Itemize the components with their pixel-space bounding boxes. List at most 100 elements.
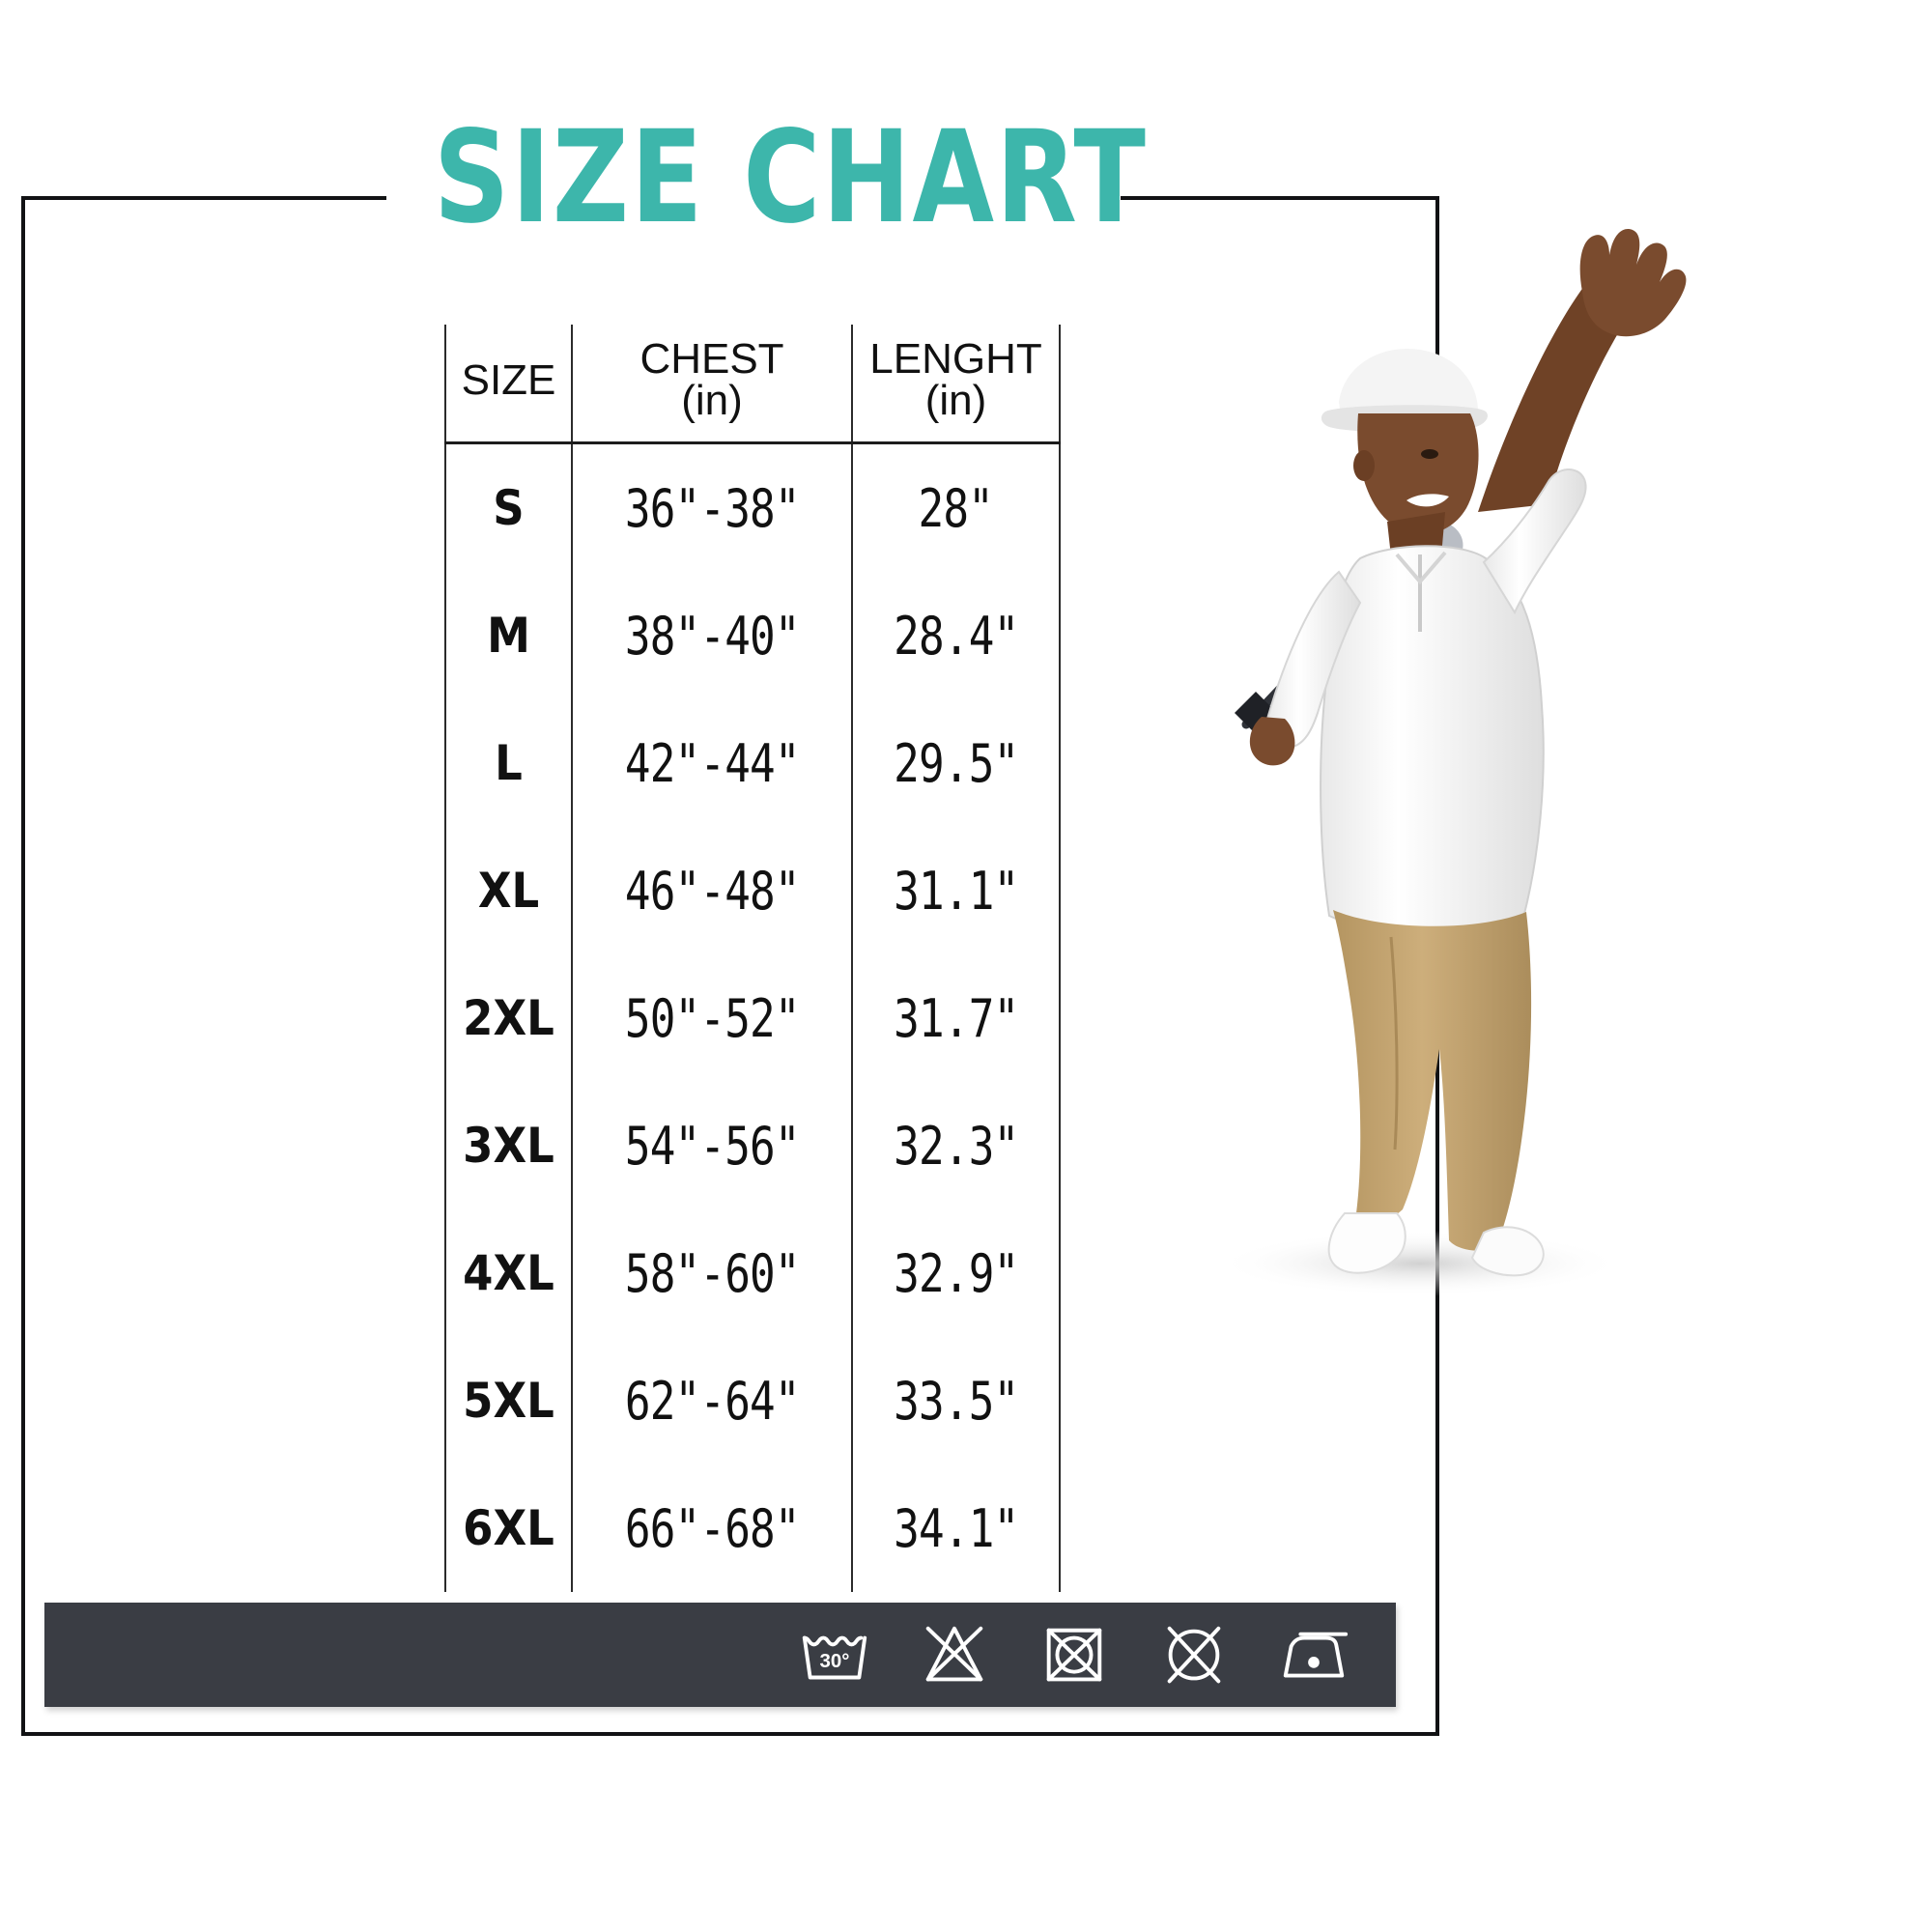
model-head (1357, 413, 1479, 535)
cell-size-text: M (487, 608, 530, 665)
do-not-dry-clean-icon (1156, 1621, 1232, 1689)
cell-length-text: 31.1" (893, 860, 1019, 922)
cell-length-text: 32.3" (893, 1115, 1019, 1177)
model-shoe-front (1327, 1212, 1406, 1274)
column-header-length: LENGHT (in) (851, 325, 1061, 445)
cell-chest-text: 62"-64" (624, 1370, 801, 1432)
model-hand (1579, 229, 1687, 337)
cell-chest: 50"-52" (571, 954, 853, 1083)
table-row: 6XL 66"-68" 34.1" (444, 1464, 1061, 1593)
do-not-bleach-icon (917, 1621, 992, 1689)
table-row: 3XL 54"-56" 32.3" (444, 1082, 1061, 1210)
cell-chest: 66"-68" (571, 1464, 853, 1593)
column-header-chest: CHEST (in) (571, 325, 853, 445)
cell-size-text: L (495, 735, 523, 792)
svg-text:30°: 30° (820, 1650, 850, 1672)
cell-chest-text: 58"-60" (624, 1242, 801, 1304)
column-header-length-unit: (in) (924, 377, 987, 425)
column-header-size-label: SIZE (461, 356, 556, 404)
cell-size: M (444, 572, 573, 700)
cell-size-text: XL (477, 863, 540, 920)
cell-chest-text: 38"-40" (624, 605, 801, 667)
cell-length: 31.1" (851, 827, 1061, 955)
table-row: 2XL 50"-52" 31.7" (444, 954, 1061, 1083)
cell-size: 2XL (444, 954, 573, 1083)
cell-length-text: 34.1" (893, 1497, 1019, 1559)
cell-size: XL (444, 827, 573, 955)
machine-wash-30-icon: 30° (797, 1621, 872, 1689)
cell-chest: 58"-60" (571, 1209, 853, 1338)
table-row: M 38"-40" 28.4" (444, 572, 1061, 700)
cell-chest: 38"-40" (571, 572, 853, 700)
cell-length-text: 32.9" (893, 1242, 1019, 1304)
cell-length: 34.1" (851, 1464, 1061, 1593)
cell-length: 28.4" (851, 572, 1061, 700)
model-shirt-collar (1395, 551, 1447, 585)
cell-length: 32.9" (851, 1209, 1061, 1338)
cell-chest-text: 54"-56" (624, 1115, 801, 1177)
cell-size: 5XL (444, 1337, 573, 1465)
table-row: 4XL 58"-60" 32.9" (444, 1209, 1061, 1338)
cell-length: 33.5" (851, 1337, 1061, 1465)
cell-size: L (444, 699, 573, 828)
title-backdrop-mask (386, 145, 1121, 251)
cell-size-text: 6XL (463, 1500, 554, 1557)
cell-size-text: 4XL (463, 1245, 554, 1302)
cell-chest: 36"-38" (571, 442, 853, 573)
column-header-length-label: LENGHT (869, 335, 1042, 383)
page-title: SIZE CHART (406, 114, 1146, 242)
size-chart-table: SIZE CHEST (in) LENGHT (in) S 36"-38" 28" M… (444, 325, 1061, 1593)
cell-length: 31.7" (851, 954, 1061, 1083)
iron-low-heat-icon (1276, 1621, 1351, 1689)
table-header: SIZE CHEST (in) LENGHT (in) (444, 325, 1061, 445)
model-smile (1406, 494, 1449, 507)
cell-size: 3XL (444, 1082, 573, 1210)
table-body: S 36"-38" 28" M 38"-40" 28.4" L 42"-44" 29.5" XL 4… (444, 442, 1061, 1593)
model-left-hand (1249, 717, 1295, 766)
model-ear (1353, 450, 1375, 481)
cell-length-text: 28.4" (893, 605, 1019, 667)
table-row: XL 46"-48" 31.1" (444, 827, 1061, 955)
column-header-chest-unit: (in) (681, 377, 743, 425)
cell-size: 4XL (444, 1209, 573, 1338)
column-header-size: SIZE (444, 325, 573, 445)
table-row: S 36"-38" 28" (444, 442, 1061, 573)
cell-length: 32.3" (851, 1082, 1061, 1210)
model-cap (1339, 348, 1478, 415)
cell-size: S (444, 442, 573, 573)
cell-chest-text: 66"-68" (624, 1497, 801, 1559)
model-ground-shadow (1217, 1231, 1623, 1296)
do-not-tumble-dry-icon (1037, 1621, 1112, 1689)
cell-chest-text: 46"-48" (624, 860, 801, 922)
cell-length: 29.5" (851, 699, 1061, 828)
cell-chest-text: 50"-52" (624, 987, 801, 1049)
cell-length-text: 31.7" (893, 987, 1019, 1049)
male-model-golf-shirt-photo (1101, 222, 1874, 1304)
cell-chest-text: 42"-44" (624, 732, 801, 794)
cell-chest: 54"-56" (571, 1082, 853, 1210)
model-pants-crease (1389, 936, 1399, 1151)
table-header-row: SIZE CHEST (in) LENGHT (in) (444, 325, 1061, 445)
cell-size-text: 3XL (463, 1118, 554, 1175)
cell-length: 28" (851, 442, 1061, 573)
table-row: L 42"-44" 29.5" (444, 699, 1061, 828)
model-shoe-rear (1470, 1226, 1545, 1277)
care-instructions-bar: 30° (44, 1603, 1396, 1707)
cell-chest: 62"-64" (571, 1337, 853, 1465)
model-pants (1333, 910, 1532, 1251)
cell-length-text: 33.5" (893, 1370, 1019, 1432)
cell-size-text: S (493, 480, 525, 537)
cell-length-text: 28" (918, 477, 994, 539)
model-raised-arm-skin (1478, 272, 1634, 512)
cell-size: 6XL (444, 1464, 573, 1593)
cell-chest: 46"-48" (571, 827, 853, 955)
model-right-sleeve (1482, 469, 1587, 615)
column-header-chest-label: CHEST (639, 335, 784, 383)
model-eye (1421, 449, 1438, 459)
cell-size-text: 5XL (463, 1373, 554, 1430)
table-row: 5XL 62"-64" 33.5" (444, 1337, 1061, 1465)
cell-chest-text: 36"-38" (624, 477, 801, 539)
cell-length-text: 29.5" (893, 732, 1019, 794)
cell-chest: 42"-44" (571, 699, 853, 828)
cell-size-text: 2XL (463, 990, 554, 1047)
